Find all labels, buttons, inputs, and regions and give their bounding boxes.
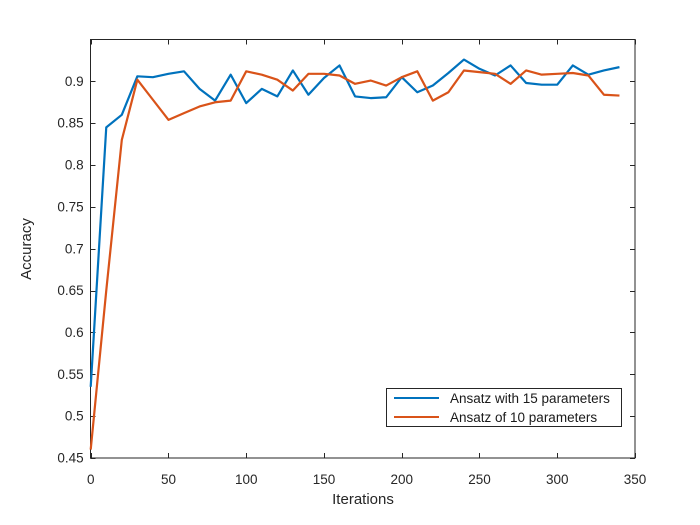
y-tick-label: 0.5 <box>65 409 84 424</box>
y-tick-label: 0.6 <box>65 325 84 340</box>
y-tick-label: 0.7 <box>65 241 84 256</box>
y-axis-label: Accuracy <box>18 218 35 280</box>
y-tick-label: 0.45 <box>57 451 83 466</box>
series-line-ansatz-of-10-parameters <box>89 69 620 450</box>
y-tick-label: 0.55 <box>57 367 83 382</box>
legend-label-ansatz-15: Ansatz with 15 parameters <box>450 390 610 406</box>
x-tick-label: 250 <box>468 472 491 487</box>
x-tick-label: 100 <box>235 472 258 487</box>
x-tick-label: 0 <box>87 472 95 487</box>
legend-entry-ansatz-10: Ansatz of 10 parameters <box>387 408 621 427</box>
series-line-ansatz-with-15-parameters <box>89 58 620 387</box>
x-tick-label: 300 <box>546 472 569 487</box>
legend-label-ansatz-10: Ansatz of 10 parameters <box>450 409 598 425</box>
y-tick-label: 0.65 <box>57 283 83 298</box>
x-axis-label: Iterations <box>332 491 394 508</box>
x-tick-label: 50 <box>161 472 176 487</box>
series-lines <box>89 58 620 450</box>
y-tick-label: 0.85 <box>57 116 83 131</box>
x-tick-label: 350 <box>624 472 647 487</box>
x-tick-label: 150 <box>313 472 336 487</box>
x-tick-label: 200 <box>390 472 413 487</box>
y-tick-label: 0.8 <box>65 158 84 173</box>
y-tick-label: 0.75 <box>57 199 83 214</box>
legend: Ansatz with 15 parameters Ansatz of 10 p… <box>386 388 622 427</box>
legend-entry-ansatz-15: Ansatz with 15 parameters <box>387 389 621 408</box>
tick-labels: 0 50 100 150 200 250 300 350 0.45 0.5 0.55 0.6 0.65 0… <box>57 74 646 487</box>
legend-line-sample-blue <box>394 396 439 400</box>
y-tick-label: 0.9 <box>65 74 84 89</box>
legend-line-sample-orange <box>394 415 439 419</box>
